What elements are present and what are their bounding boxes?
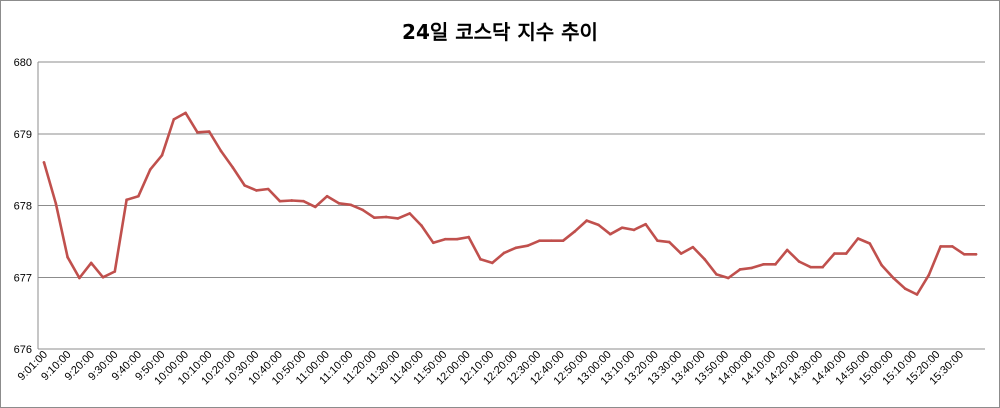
- data-point: [42, 161, 46, 164]
- data-point: [349, 203, 353, 207]
- data-point: [337, 202, 341, 205]
- data-point: [290, 199, 294, 202]
- data-point: [89, 261, 93, 265]
- data-point: [703, 258, 706, 261]
- data-point: [903, 287, 907, 291]
- data-point: [833, 252, 836, 255]
- data-point: [502, 251, 506, 255]
- data-point: [538, 239, 541, 242]
- data-point: [620, 226, 624, 230]
- data-point: [432, 241, 435, 245]
- data-point: [384, 215, 388, 219]
- data-point: [738, 268, 742, 271]
- data-point: [231, 166, 235, 169]
- data-point: [325, 194, 329, 198]
- data-point: [597, 223, 600, 227]
- y-tick-label: 676: [14, 344, 32, 356]
- data-point: [951, 245, 954, 248]
- data-point: [314, 205, 317, 209]
- data-point: [54, 202, 58, 205]
- data-point: [66, 255, 69, 259]
- data-point: [573, 230, 577, 233]
- data-point: [479, 258, 482, 261]
- data-point: [184, 111, 187, 115]
- data-point: [892, 276, 895, 280]
- data-point: [420, 224, 423, 227]
- data-point: [137, 194, 140, 198]
- data-point: [667, 240, 671, 244]
- x-axis: 9:01:009:10:009:20:009:30:009:40:009:50:…: [16, 349, 966, 388]
- data-point: [774, 263, 777, 266]
- data-point: [255, 189, 258, 192]
- data-point: [361, 208, 364, 212]
- data-point: [443, 237, 447, 241]
- data-point: [78, 276, 81, 280]
- data-point: [219, 149, 223, 153]
- data-point: [148, 168, 152, 171]
- data-point: [726, 276, 730, 280]
- chart-title: 24일 코스닥 지수 추이: [402, 20, 598, 44]
- data-point: [455, 237, 459, 241]
- data-point: [608, 232, 612, 236]
- data-point: [514, 246, 518, 250]
- data-point: [125, 198, 128, 202]
- data-point: [962, 252, 966, 256]
- gridlines: [38, 61, 985, 350]
- data-point: [856, 237, 860, 240]
- data-point: [679, 252, 683, 255]
- data-point: [785, 248, 789, 252]
- data-point: [396, 217, 400, 220]
- y-axis: 676 677 678 679 680: [14, 57, 39, 356]
- data-point: [821, 265, 824, 269]
- data-point: [656, 239, 659, 242]
- data-point: [101, 275, 105, 279]
- data-point: [549, 239, 553, 242]
- data-point: [302, 199, 305, 203]
- data-point: [561, 239, 565, 242]
- data-point: [408, 212, 412, 215]
- data-point: [915, 293, 919, 296]
- data-point: [491, 261, 494, 265]
- data-point: [762, 263, 765, 266]
- data-point: [797, 260, 801, 263]
- data-point: [160, 153, 164, 157]
- data-point: [750, 266, 754, 270]
- data-point: [691, 245, 695, 249]
- data-point: [266, 187, 270, 191]
- data-point: [526, 244, 529, 247]
- data-point: [939, 245, 942, 248]
- data-point: [715, 273, 718, 276]
- series-line: [42, 111, 978, 296]
- data-point: [927, 273, 931, 277]
- kosdaq-index-line: [42, 111, 978, 296]
- data-point: [880, 263, 883, 267]
- data-point: [196, 131, 199, 134]
- data-point: [644, 222, 647, 226]
- data-point: [585, 219, 588, 222]
- data-point: [373, 216, 376, 219]
- y-tick-label: 677: [14, 272, 32, 284]
- data-point: [113, 270, 117, 273]
- data-point: [207, 130, 211, 133]
- y-tick-label: 679: [14, 129, 32, 141]
- data-point: [809, 265, 813, 269]
- y-tick-label: 678: [14, 201, 32, 213]
- data-point: [974, 252, 978, 256]
- data-point: [632, 228, 636, 232]
- data-point: [868, 242, 872, 245]
- data-point: [172, 118, 176, 121]
- data-point: [278, 199, 282, 203]
- data-point: [467, 235, 471, 239]
- data-point: [844, 252, 848, 255]
- data-point: [243, 184, 246, 187]
- y-tick-label: 680: [14, 57, 32, 69]
